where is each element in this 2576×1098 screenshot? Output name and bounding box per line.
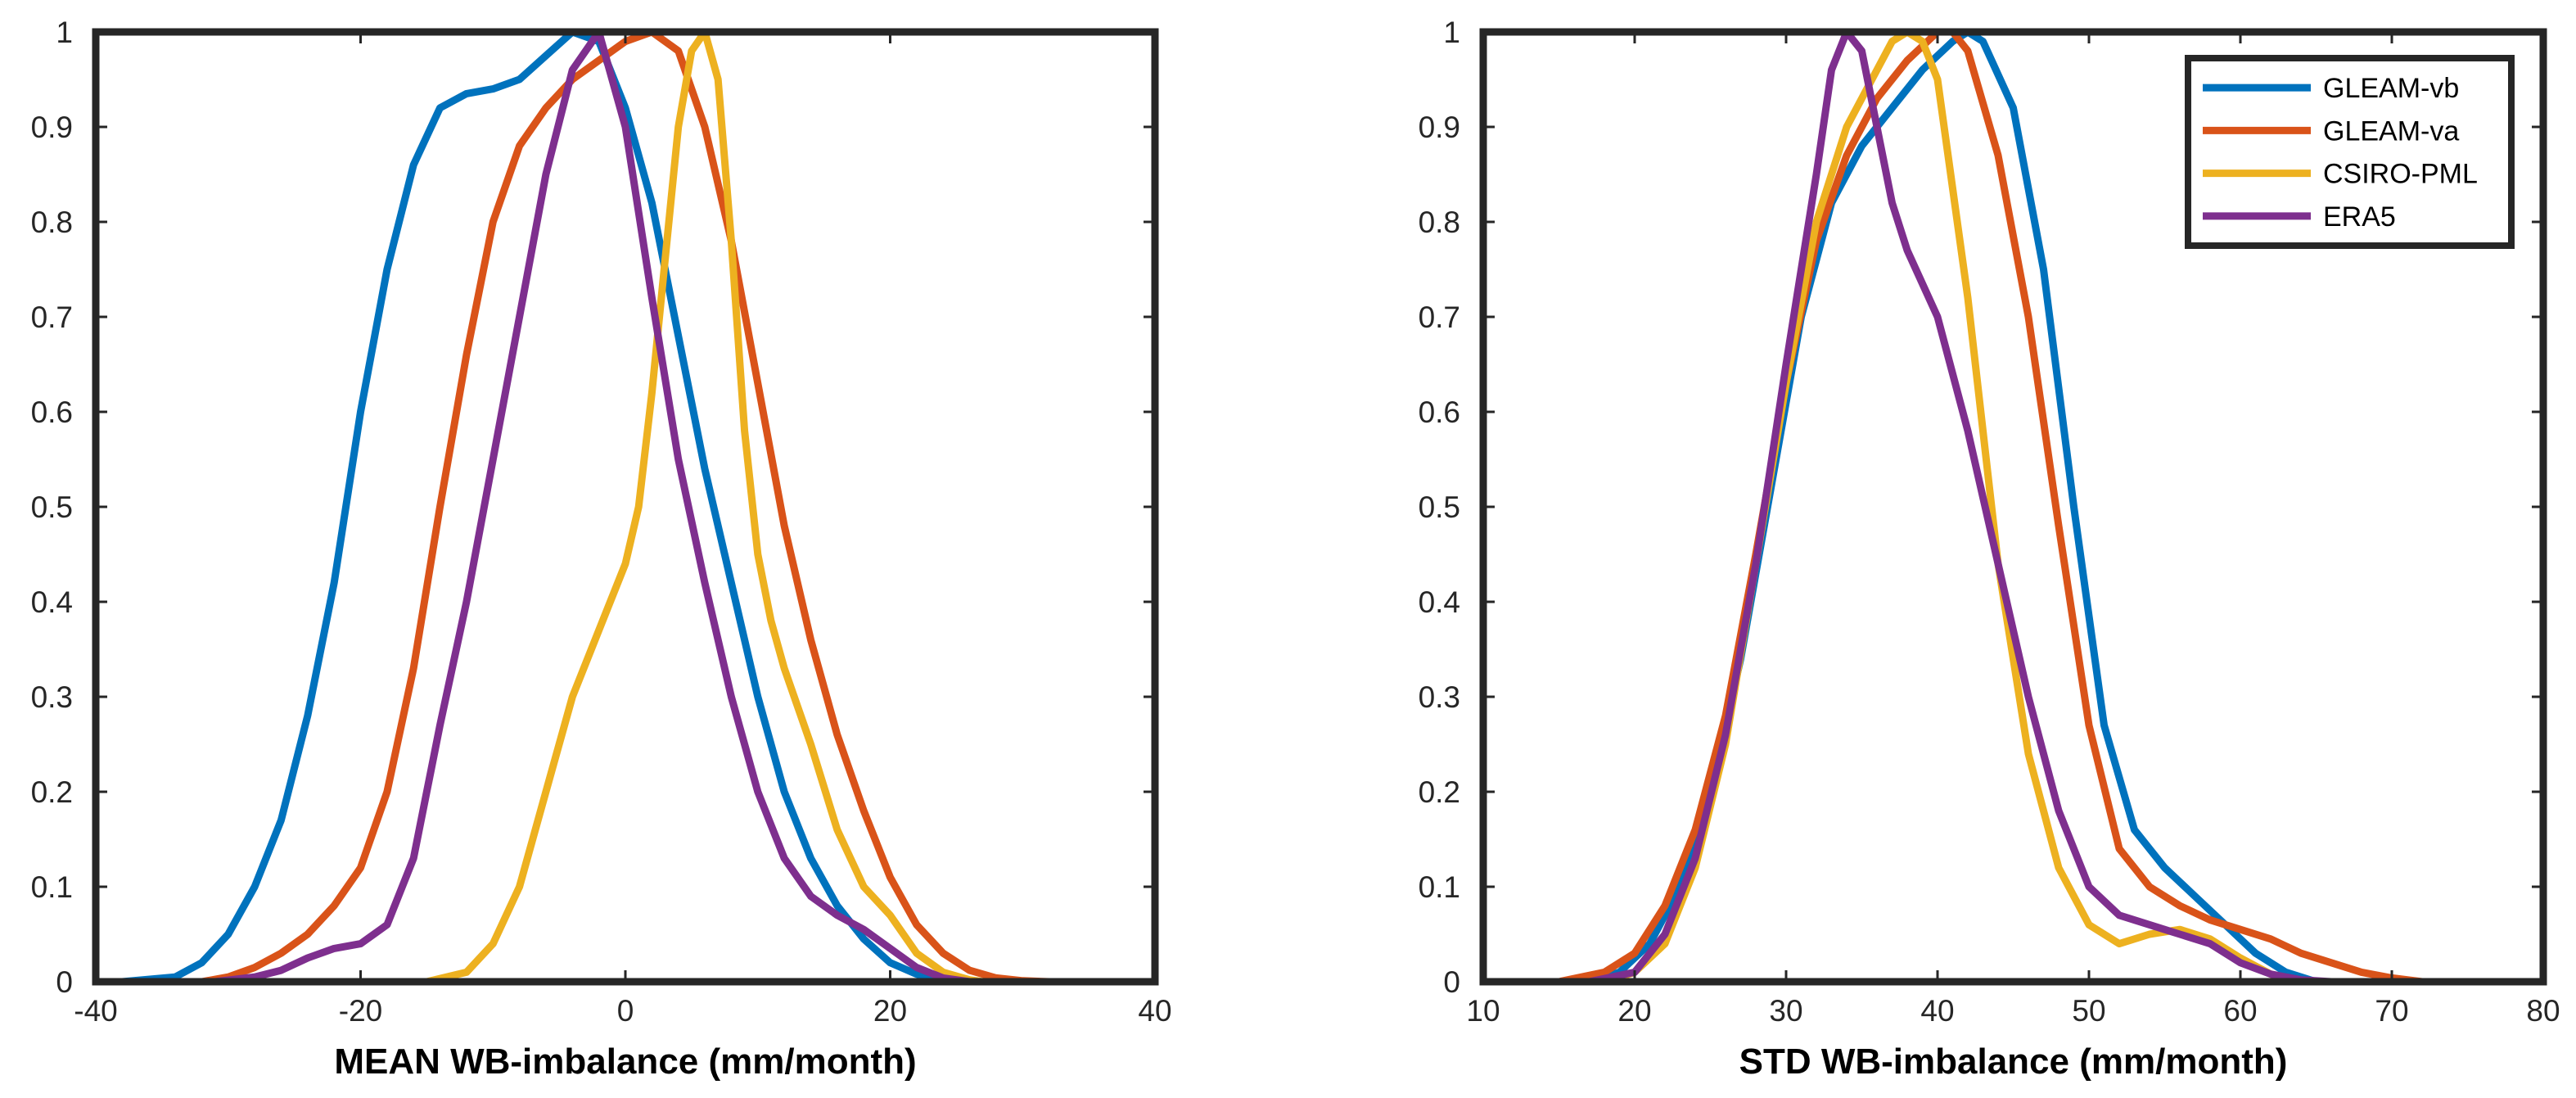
std-x-tick-label: 60 [2223,994,2257,1028]
std-series-gleam-va [1555,28,2426,986]
mean-y-tick-label: 0.8 [31,206,73,239]
mean-x-axis-title: MEAN WB-imbalance (mm/month) [334,1042,916,1082]
mean-y-tick-label: 0.5 [31,490,73,524]
mean-y-tick-label: 0 [56,965,73,999]
std-y-tick-label: 0.2 [1419,775,1460,809]
mean-y-tick-label: 0.9 [31,111,73,144]
legend-label-gleam-vb: GLEAM-vb [2323,73,2459,104]
mean-y-tick-label: 0.2 [31,775,73,809]
std-tick-layer: 10 20 30 40 50 60 70 80 0 0.1 0.2 0.3 0.4 0.5 0.6 0.7 0.… [1419,16,2560,1028]
std-y-tick-label: 0.1 [1419,870,1460,904]
legend-label-gleam-va: GLEAM-va [2323,115,2459,147]
std-x-tick-label: 10 [1466,994,1500,1028]
mean-y-tick-label: 0.3 [31,680,73,714]
std-x-tick-label: 20 [1617,994,1651,1028]
std-y-tick-label: 0.3 [1419,680,1460,714]
mean-axes-frame [92,28,1159,986]
legend: GLEAM-vb GLEAM-va CSIRO-PML ERA5 [2185,55,2515,249]
std-series-layer [1555,28,2426,986]
mean-series-gleam-vb [118,28,973,986]
mean-series-layer [118,28,1053,986]
mean-y-tick-label: 0.7 [31,300,73,334]
std-series-era5 [1586,28,2335,986]
mean-x-tick-label: -40 [74,994,117,1028]
mean-series-csiro-pml [422,28,987,986]
mean-series-era5 [211,28,973,986]
legend-label-csiro-pml: CSIRO-PML [2323,159,2478,190]
std-y-tick-label: 0.8 [1419,206,1460,239]
mean-x-tick-label: 40 [1138,994,1171,1028]
std-x-tick-label: 50 [2072,994,2105,1028]
mean-y-tick-label: 0.1 [31,870,73,904]
mean-x-tick-label: 0 [617,994,634,1028]
std-y-tick-label: 0.6 [1419,395,1460,429]
mean-y-tick-label: 0.6 [31,395,73,429]
std-axes-frame [1479,28,2547,986]
std-y-tick-label: 0.9 [1419,111,1460,144]
std-x-tick-label: 80 [2526,994,2560,1028]
std-x-tick-label: 40 [1920,994,1954,1028]
std-imbalance-panel: 10 20 30 40 50 60 70 80 0 0.1 0.2 0.3 0.4 0.5 0.6 0.7 0.… [1419,16,2560,1082]
mean-x-tick-label: -20 [339,994,382,1028]
std-y-tick-label: 1 [1443,16,1460,49]
mean-y-tick-label: 0.4 [31,585,73,619]
std-y-tick-label: 0.7 [1419,300,1460,334]
mean-series-gleam-va [197,28,1053,986]
std-x-tick-label: 70 [2375,994,2408,1028]
std-y-tick-label: 0 [1443,965,1460,999]
std-y-tick-label: 0.4 [1419,585,1460,619]
mean-y-tick-label: 1 [56,16,73,49]
mean-imbalance-panel: -40 -20 0 20 40 0 0.1 0.2 0.3 0.4 0.5 0.6 0.7 0.8 0.9 1… [31,16,1172,1082]
mean-x-tick-label: 20 [873,994,907,1028]
mean-tick-layer: -40 -20 0 20 40 0 0.1 0.2 0.3 0.4 0.5 0.6 0.7 0.8 0.9 1 [31,16,1172,1028]
std-x-tick-label: 30 [1769,994,1802,1028]
legend-label-era5: ERA5 [2323,201,2396,233]
std-x-axis-title: STD WB-imbalance (mm/month) [1739,1042,2288,1082]
std-y-tick-label: 0.5 [1419,490,1460,524]
